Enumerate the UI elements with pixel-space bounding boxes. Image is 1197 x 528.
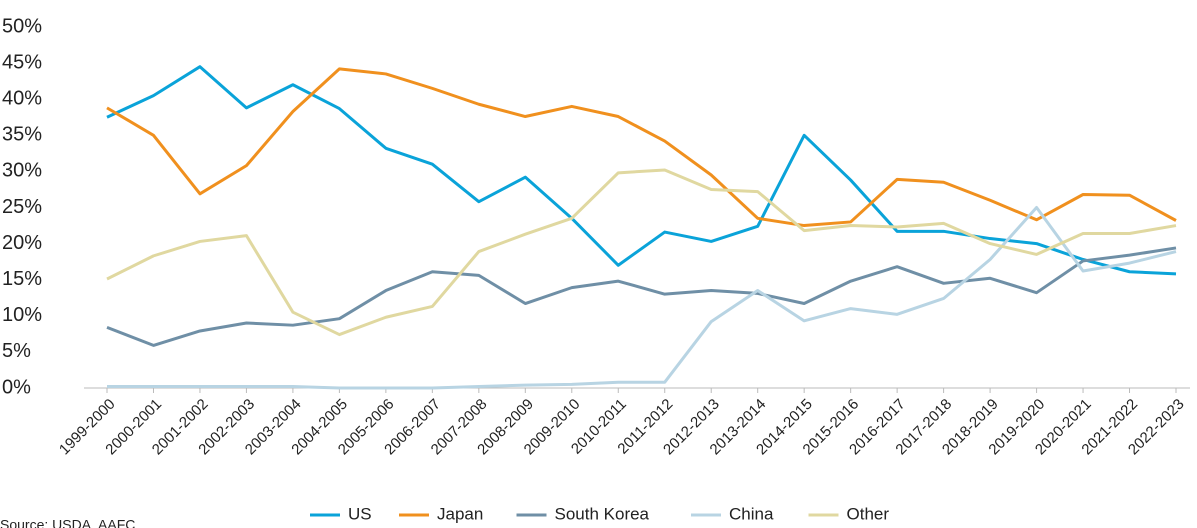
- series-line: [106, 67, 1177, 228]
- y-tick-label: 40%: [2, 87, 42, 109]
- series-line: [106, 65, 1177, 276]
- legend-label: South Korea: [555, 504, 650, 523]
- y-tick-label: 20%: [2, 232, 42, 254]
- y-tick-label: 50%: [2, 15, 42, 37]
- legend-label: Japan: [437, 504, 483, 523]
- source-note: Source: USDA, AAFC: [0, 517, 135, 528]
- y-tick-label: 0%: [2, 376, 31, 398]
- y-tick-label: 25%: [2, 196, 42, 218]
- series-line: [106, 168, 1177, 337]
- series-line: [106, 246, 1177, 347]
- legend-label: US: [348, 504, 372, 523]
- y-tick-label: 45%: [2, 51, 42, 73]
- y-tick-label: 5%: [2, 340, 31, 362]
- legend-label: China: [729, 504, 774, 523]
- series-line: [107, 206, 1177, 390]
- legend-label: Other: [847, 504, 890, 523]
- y-tick-label: 30%: [2, 160, 42, 182]
- y-tick-label: 10%: [2, 304, 42, 326]
- y-tick-label: 35%: [2, 124, 42, 146]
- y-tick-label: 15%: [2, 268, 42, 290]
